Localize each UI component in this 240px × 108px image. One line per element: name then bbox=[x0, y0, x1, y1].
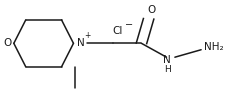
Text: NH₂: NH₂ bbox=[204, 42, 223, 52]
Text: O: O bbox=[4, 38, 12, 48]
Text: N: N bbox=[77, 38, 85, 48]
Text: Cl: Cl bbox=[112, 26, 123, 36]
Text: −: − bbox=[126, 20, 134, 30]
Text: O: O bbox=[147, 5, 155, 15]
Text: N: N bbox=[163, 55, 171, 65]
Text: +: + bbox=[84, 31, 90, 40]
Text: H: H bbox=[164, 65, 171, 75]
